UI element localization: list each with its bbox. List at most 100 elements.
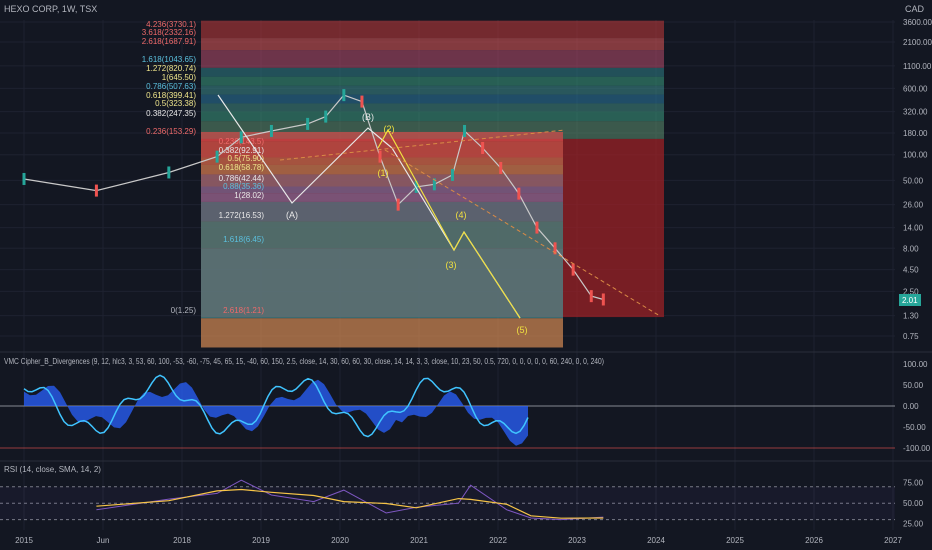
rsi-band [0, 486, 895, 520]
fib-upper-label: 4.236(3730.1) [146, 20, 196, 29]
price-tick-label: 100.00 [903, 151, 928, 160]
time-tick-label: 2027 [884, 536, 902, 545]
wave-label: (1) [378, 168, 389, 178]
fib-lower-band [201, 174, 563, 187]
price-candle [463, 124, 467, 137]
vmc-tick-label: 100.00 [903, 360, 928, 369]
last-price-text: 2.01 [902, 296, 918, 305]
wave-label: (5) [517, 325, 528, 335]
fib-upper-band [201, 50, 664, 68]
fib-lower-band [201, 131, 563, 142]
price-candle [167, 166, 171, 179]
vmc-tick-label: 0.00 [903, 402, 919, 411]
price-candle [396, 198, 400, 211]
fib-lower-label: 0.786(42.44) [219, 174, 265, 183]
price-candle [601, 293, 605, 306]
rsi-ma-line [96, 488, 604, 519]
price-candle [499, 161, 503, 174]
vmc-pane [0, 374, 895, 449]
vmc-tick-label: 50.00 [903, 381, 924, 390]
fib-upper-label: 0.618(399.41) [146, 91, 196, 100]
fib-upper-band [201, 103, 664, 112]
trend-dashed [279, 129, 566, 161]
price-candle [360, 95, 364, 108]
time-tick-label: 2025 [726, 536, 744, 545]
fib-lower-label: 2.618(1.21) [223, 306, 264, 315]
price-candle [589, 290, 593, 303]
fib-lower-label: 0.5(75.90) [228, 154, 265, 163]
wave-projection-dashed [384, 149, 661, 317]
price-tick-label: 1100.00 [903, 62, 932, 71]
fib-upper-label: 1(645.50) [162, 73, 197, 82]
vmc-title: VMC Cipher_B_Divergences (9, 12, hlc3, 3… [4, 357, 604, 366]
price-candle [215, 150, 219, 163]
price-candle [94, 184, 98, 197]
time-tick-label: 2023 [568, 536, 586, 545]
rsi-tick-label: 25.00 [903, 520, 924, 529]
price-axis: 3600.00 2100.00 1100.00 600.00 320.00 180.00 1… [903, 18, 932, 341]
rsi-title: RSI (14, close, SMA, 14, 2) [4, 465, 101, 474]
price-candle [342, 89, 346, 102]
fib-upper-band [201, 76, 664, 86]
time-tick-label: 2019 [252, 536, 270, 545]
elliott-wave-lines: (A) (B) (1) (2) (3) (4) (5) [217, 94, 661, 335]
fib-lower-label: 0.618(58.78) [219, 163, 265, 172]
time-tick-label: 2020 [331, 536, 349, 545]
price-tick-label: 1.30 [903, 312, 919, 321]
time-tick-label: 2024 [647, 536, 665, 545]
time-tick-label: 2018 [173, 536, 191, 545]
price-candle [239, 131, 243, 144]
fib-upper-label: 0.236(153.29) [146, 127, 196, 136]
time-axis: 2015 Jun 2018 2019 2020 2021 2022 2023 2024 2025 2… [15, 536, 902, 545]
price-candle [481, 141, 485, 154]
fib-lower-label: 0.88(35.36) [223, 182, 264, 191]
time-tick-label: 2026 [805, 536, 823, 545]
fib-upper-band [201, 38, 664, 51]
fib-upper-band [201, 94, 664, 104]
price-tick-label: 14.00 [903, 224, 924, 233]
time-tick-label: 2022 [489, 536, 507, 545]
wave-label: (B) [362, 112, 374, 122]
vmc-wave-line [23, 374, 529, 438]
fib-lower-band [201, 248, 563, 319]
fib-upper-label: 1.272(820.74) [146, 64, 196, 73]
wave-label: (3) [446, 260, 457, 270]
fib-lower-label: 0.382(92.91) [219, 146, 265, 155]
price-candle [378, 150, 382, 163]
fib-lower-band [201, 221, 563, 249]
price-tick-label: 320.00 [903, 108, 928, 117]
price-candle [553, 242, 557, 255]
price-line [23, 94, 604, 301]
price-candle [269, 124, 273, 137]
price-tick-label: 3600.00 [903, 18, 932, 27]
fib-lower-label: 1.618(6.45) [223, 235, 264, 244]
fib-labels: 4.236(3730.1)3.618(2332.16)2.618(1687.91… [142, 20, 265, 315]
price-tick-label: 50.00 [903, 176, 924, 185]
vmc-wave-area [24, 379, 528, 446]
fib-lower-label: 1.272(16.53) [219, 211, 265, 220]
price-candle [22, 172, 26, 185]
rsi-pane [0, 479, 895, 521]
rsi-line [96, 479, 604, 521]
price-tick-label: 8.00 [903, 244, 919, 253]
price-tick-label: 180.00 [903, 129, 928, 138]
rsi-tick-label: 75.00 [903, 479, 924, 488]
price-candle [571, 263, 575, 276]
wave-label: (A) [286, 210, 298, 220]
vmc-tick-label: -50.00 [903, 423, 926, 432]
price-candle [324, 110, 328, 123]
price-tick-label: 2100.00 [903, 38, 932, 47]
currency-label: CAD [905, 4, 925, 14]
fib-lower-label: 1(28.02) [234, 191, 264, 200]
fib-upper-label: 0.786(507.63) [146, 82, 196, 91]
fib-upper-label: 2.618(1687.91) [142, 37, 197, 46]
price-candle [535, 221, 539, 234]
price-tick-label: 4.50 [903, 266, 919, 275]
price-series [22, 89, 605, 306]
fib-upper-band [201, 85, 664, 95]
fib-upper-label: 1.618(1043.65) [142, 55, 197, 64]
fib-upper-band [201, 111, 664, 122]
fib-lower-label: 0(1.25) [171, 306, 197, 315]
price-candle [432, 178, 436, 191]
